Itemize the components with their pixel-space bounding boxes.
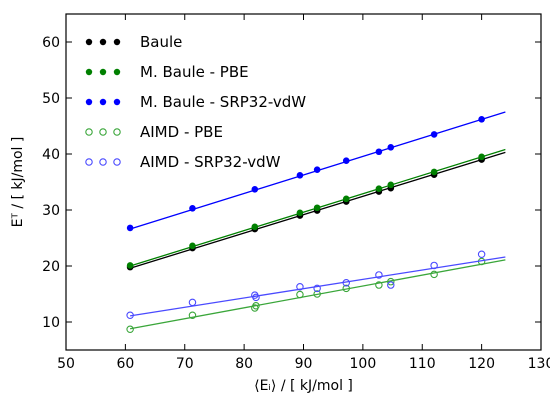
data-point [430,168,438,176]
data-point [430,131,438,138]
data-point [375,148,383,156]
legend-marker [85,68,93,76]
data-point [387,281,395,289]
data-point [296,282,304,291]
legend-marker [85,158,93,166]
x-tick-label: 80 [235,356,253,372]
axis-ticks: 50 60 70 80 90 100 110 120 130 10 20 30 40 50 60 [42,14,550,372]
legend-label: M. Baule - PBE [140,63,249,81]
data-point [251,185,259,193]
legend-marker [113,98,121,106]
legend-label: AIMD - SRP32-vdW [140,153,281,171]
data-point [188,298,197,307]
data-point [375,281,383,289]
data-point [189,205,196,212]
data-point [126,224,134,232]
legend-marker [85,98,93,106]
data-point [430,261,438,270]
y-tick-label: 10 [42,315,60,331]
x-tick-label: 70 [176,356,194,372]
data-point [430,270,438,279]
data-point [189,242,196,250]
data-point [313,290,321,298]
x-tick-label: 110 [409,356,436,372]
data-point [126,325,134,334]
legend-marker [99,128,107,136]
y-tick-label: 40 [42,147,60,163]
x-tick-label: 100 [350,356,377,372]
legend-marker [113,68,121,76]
legend-marker [99,38,107,46]
legend-marker [99,98,107,106]
legend-marker [85,128,93,136]
data-point [188,311,197,320]
data-point [342,157,350,165]
legend-marker [113,128,121,136]
data-point [296,209,304,217]
data-point [296,290,304,299]
legend-marker [99,68,107,76]
x-tick-label: 90 [295,356,313,372]
y-tick-label: 30 [42,203,60,219]
fit-line-3 [130,259,506,330]
legend-marker [113,38,121,46]
data-point [251,223,259,231]
data-point [478,115,485,123]
data-point [387,181,395,189]
legend-label: Baule [140,33,182,51]
data-point [387,277,395,286]
data-point [296,171,304,179]
x-tick-label: 130 [528,356,550,372]
data-point [342,284,350,293]
legend-marker [85,38,93,46]
legend: Baule M. Baule - PBE M. Baule - SRP32-vdW A… [85,33,306,171]
data-point [342,195,350,203]
x-axis-label: ⟨Eᵢ⟩ / [ kJ/mol ] [254,378,353,394]
legend-label: M. Baule - SRP32-vdW [140,93,306,111]
data-point [477,250,486,258]
data-point [313,166,321,173]
data-point [252,302,260,310]
data-point [478,153,485,161]
legend-marker [99,158,107,166]
x-tick-label: 120 [468,356,495,372]
data-point [126,262,134,269]
data-point [375,185,383,193]
y-axis-label: Eᵀ / [ kJ/mol ] [10,137,26,228]
data-point [387,143,395,151]
y-tick-label: 50 [42,91,60,107]
legend-label: AIMD - PBE [140,123,223,141]
data-point [313,204,321,212]
legend-marker [113,158,121,166]
data-point [126,311,134,320]
data-point [252,293,260,302]
y-tick-label: 20 [42,259,60,275]
data-point [342,279,350,287]
data-point [375,271,383,279]
x-tick-label: 50 [57,356,75,372]
data-point [313,284,321,293]
x-tick-label: 60 [116,356,134,372]
plot-layer [126,111,506,334]
y-tick-label: 60 [42,35,60,51]
